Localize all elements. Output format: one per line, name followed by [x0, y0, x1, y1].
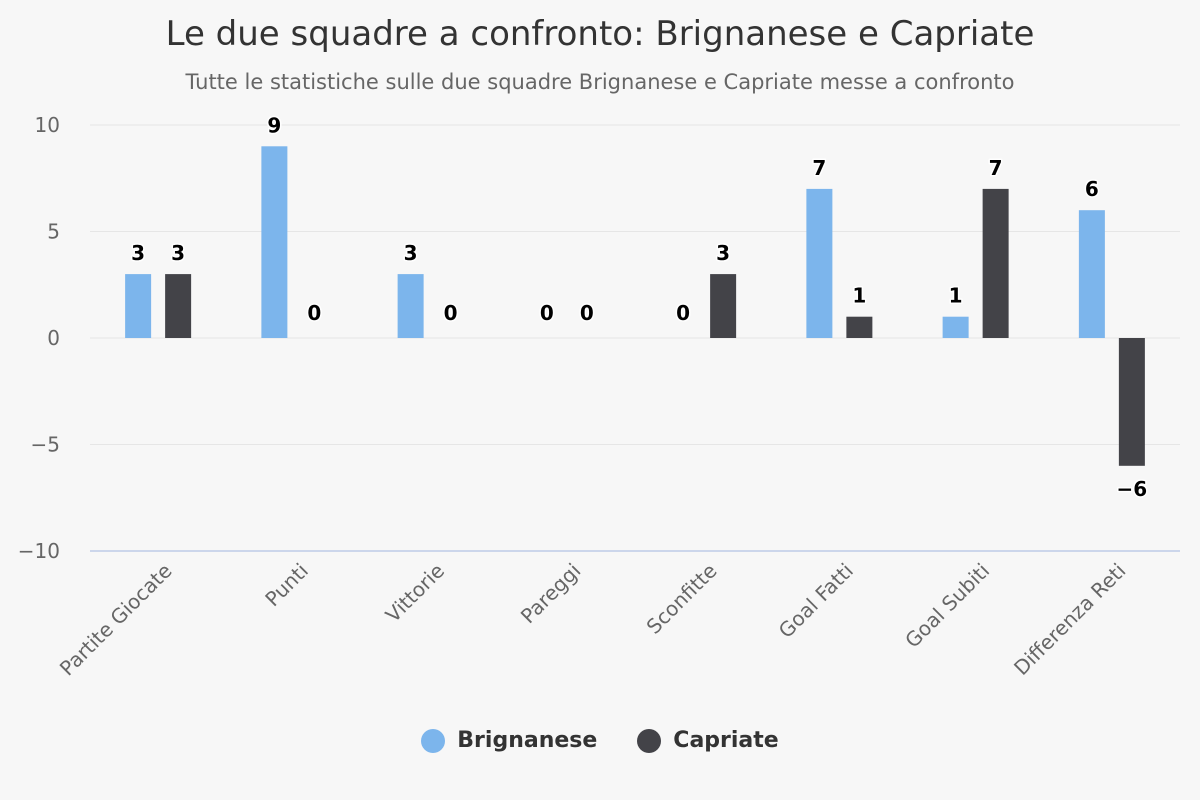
data-label-capriate-punti: 0	[307, 301, 321, 325]
bar-capriate-partite-giocate	[165, 274, 192, 338]
data-label-capriate-vittorie: 0	[444, 301, 458, 325]
data-label-brignanese-goal-fatti: 7	[812, 156, 826, 180]
bar-brignanese-goal-subiti	[942, 316, 969, 338]
data-label-brignanese-punti: 9	[267, 113, 281, 137]
legend-label-capriate: Capriate	[673, 728, 779, 753]
bar-capriate-goal-fatti	[846, 316, 873, 338]
data-label-capriate-partite-giocate: 3	[171, 241, 185, 265]
data-label-brignanese-partite-giocate: 3	[131, 241, 145, 265]
chart-subtitle: Tutte le statistiche sulle due squadre B…	[185, 70, 1015, 94]
bar-capriate-goal-subiti	[982, 188, 1009, 338]
data-label-capriate-sconfitte: 3	[716, 241, 730, 265]
data-label-capriate-goal-fatti: 1	[852, 284, 866, 308]
data-label-brignanese-vittorie: 3	[404, 241, 418, 265]
x-tick-label-vittorie: Vittorie	[381, 559, 449, 627]
x-tick-label-partite-giocate: Partite Giocate	[55, 559, 177, 681]
x-tick-label-punti: Punti	[260, 559, 313, 612]
bar-brignanese-differenza-reti	[1078, 210, 1105, 338]
x-tick-label-goal-subiti: Goal Subiti	[900, 559, 994, 653]
y-tick-label: −10	[18, 539, 60, 563]
y-tick-label: 5	[47, 220, 60, 244]
bar-brignanese-partite-giocate	[125, 274, 152, 338]
data-label-capriate-goal-subiti: 7	[989, 156, 1003, 180]
chart-title: Le due squadre a confronto: Brignanese e…	[165, 14, 1035, 54]
x-tick-label-sconfitte: Sconfitte	[642, 559, 722, 639]
data-label-brignanese-pareggi: 0	[540, 301, 554, 325]
data-label-capriate-pareggi: 0	[580, 301, 594, 325]
x-tick-label-differenza-reti: Differenza Reti	[1009, 559, 1130, 680]
y-tick-label: 10	[35, 113, 60, 137]
chart-legend: Brignanese Capriate	[0, 728, 1200, 753]
legend-item-capriate[interactable]: Capriate	[637, 728, 779, 753]
data-label-brignanese-goal-subiti: 1	[949, 284, 963, 308]
bar-capriate-sconfitte	[710, 274, 737, 338]
legend-marker-brignanese	[421, 728, 446, 753]
x-tick-label-goal-fatti: Goal Fatti	[774, 559, 858, 643]
y-tick-label: −5	[31, 433, 60, 457]
data-label-brignanese-differenza-reti: 6	[1085, 177, 1099, 201]
bar-capriate-differenza-reti	[1118, 338, 1145, 466]
legend-label-brignanese: Brignanese	[457, 728, 598, 753]
data-label-brignanese-sconfitte: 0	[676, 301, 690, 325]
bar-brignanese-vittorie	[397, 274, 424, 338]
bar-brignanese-punti	[261, 146, 288, 338]
legend-marker-capriate	[637, 728, 662, 753]
legend-item-brignanese[interactable]: Brignanese	[421, 728, 597, 753]
bar-brignanese-goal-fatti	[806, 188, 833, 338]
x-tick-label-pareggi: Pareggi	[516, 559, 586, 629]
data-label-capriate-differenza-reti: −6	[1117, 477, 1148, 501]
y-tick-label: 0	[47, 326, 60, 350]
